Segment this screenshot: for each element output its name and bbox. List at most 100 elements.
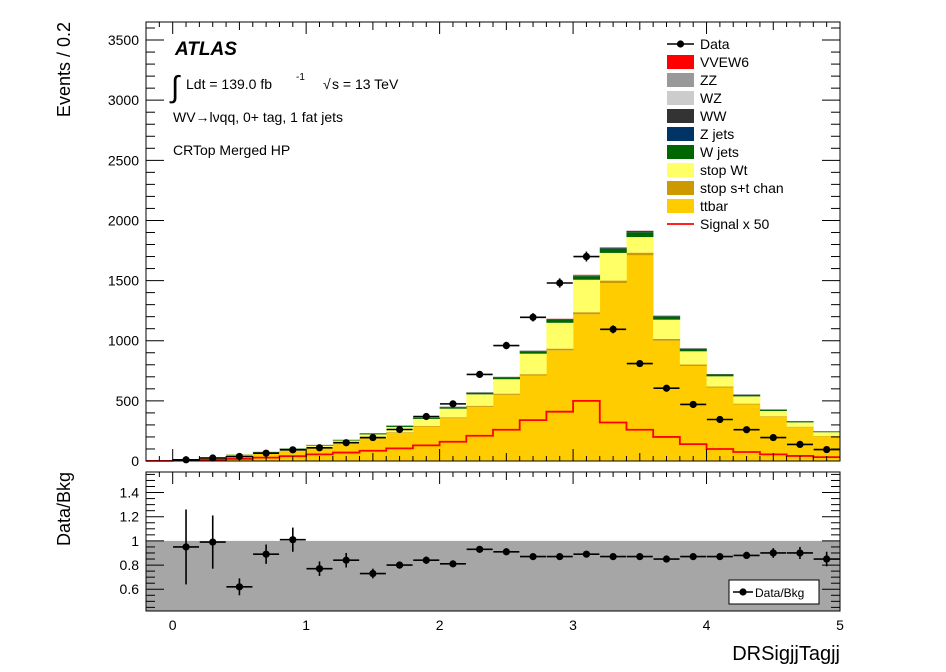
ratio-point [262, 550, 270, 558]
data-point [342, 439, 350, 447]
stack-bar [759, 410, 787, 417]
ratio-point [636, 553, 644, 561]
legend-label: VVEW6 [700, 54, 749, 70]
stack-bar [493, 379, 520, 394]
legend-label: ZZ [700, 72, 718, 88]
stack-bar [786, 422, 814, 427]
ratio-y-tick-label: 1 [131, 533, 139, 549]
y-tick-label: 3000 [108, 92, 139, 108]
stack-bar [626, 252, 654, 256]
lumi-text: Ldt = 139.0 fb [186, 76, 272, 92]
stack-bar [439, 418, 467, 461]
main-panel: 0 500 1000 1500 2000 2500 3000 3500 Events / 0.2 [54, 21, 841, 469]
data-point [502, 341, 510, 350]
ratio-point [689, 553, 697, 561]
legend-data-marker [676, 40, 685, 48]
stack-bar [706, 387, 734, 461]
stack-bar [493, 377, 520, 380]
ratio-legend-marker [739, 588, 747, 596]
data-point [289, 446, 297, 454]
ratio-y-tick-label: 0.6 [120, 581, 140, 597]
ratio-point [342, 556, 350, 564]
sqrt-symbol: √ [323, 76, 331, 92]
ratio-point [422, 556, 430, 564]
legend-swatch [667, 145, 694, 159]
ratio-point [476, 545, 484, 553]
data-point [449, 400, 457, 408]
data-point [662, 384, 671, 392]
stack-bar [706, 376, 734, 387]
y-tick-label: 1500 [108, 273, 139, 289]
ratio-uncertainty-band [146, 540, 840, 611]
stack-bar [546, 318, 574, 320]
stack-bar [546, 350, 574, 461]
stack-bar [519, 351, 547, 354]
stack-bar [546, 348, 574, 351]
legend-label: stop s+t chan [700, 180, 784, 196]
stack-bar [439, 417, 467, 419]
y-tick-label: 2000 [108, 212, 139, 228]
stack-bar [786, 421, 814, 423]
y-tick-label: 2500 [108, 152, 139, 168]
legend-swatch [667, 127, 694, 141]
ratio-point [823, 555, 831, 563]
stack-bar [653, 319, 681, 339]
stack-bar [519, 374, 547, 376]
data-point [529, 313, 537, 321]
x-tick-label: 2 [436, 617, 444, 633]
ratio-y-tick-label: 1.2 [120, 509, 140, 525]
legend-label: W jets [700, 144, 739, 160]
stack-bar [786, 426, 814, 428]
ratio-point [182, 543, 190, 551]
legend-label: Data [700, 36, 730, 52]
ratio-legend-label: Data/Bkg [755, 586, 804, 600]
legend-swatch [667, 163, 694, 177]
ratio-y-axis-label: Data/Bkg [54, 472, 74, 546]
stack-bar [653, 338, 681, 341]
ratio-point [395, 561, 404, 569]
integral-sign: ∫ [169, 71, 181, 104]
x-axis-label: DRSigjjTagjj [732, 643, 840, 665]
legend-label: stop Wt [700, 162, 748, 178]
ratio-point [582, 550, 591, 558]
ratio-point [556, 553, 564, 561]
data-point [609, 325, 617, 333]
ratio-point [235, 583, 244, 591]
stack-bar [599, 248, 627, 253]
stack-bar [653, 316, 681, 320]
stack-bar [653, 315, 681, 317]
legend-swatch [667, 109, 694, 123]
stack-bar [626, 231, 654, 232]
legend-swatch [667, 181, 694, 195]
ratio-y-tick-label: 0.8 [120, 557, 140, 573]
stack-bar [412, 425, 440, 427]
stack-bar [546, 322, 574, 349]
legend-label: WW [700, 108, 727, 124]
data-point [769, 433, 777, 442]
data-point [476, 370, 484, 379]
y-tick-label: 3500 [108, 32, 139, 48]
data-point [556, 279, 564, 287]
legend-swatch [667, 73, 694, 87]
ratio-point [796, 549, 804, 557]
stack-bar [706, 386, 734, 388]
legend-label: Signal x 50 [700, 216, 769, 232]
data-point [742, 426, 751, 434]
stack-bar [573, 275, 601, 276]
stack-bar [519, 375, 547, 461]
stack-bar [573, 312, 601, 315]
ratio-point [716, 553, 724, 561]
y-axis-label: Events / 0.2 [54, 22, 74, 117]
region-label: CRTop Merged HP [173, 142, 290, 158]
ratio-panel: 0.6 0.8 1 1.2 1.4 0 1 2 3 4 5 Data/Bkg DRSigjjTagjj D… [54, 471, 844, 665]
ratio-point [289, 536, 297, 544]
legend-label: ttbar [700, 198, 728, 214]
data-point [369, 433, 377, 442]
stack-bar [679, 364, 707, 366]
data-point [422, 412, 430, 421]
stack-bar [759, 416, 787, 418]
stack-bar [599, 280, 627, 283]
data-point [315, 444, 324, 452]
stack-bar [679, 348, 707, 352]
